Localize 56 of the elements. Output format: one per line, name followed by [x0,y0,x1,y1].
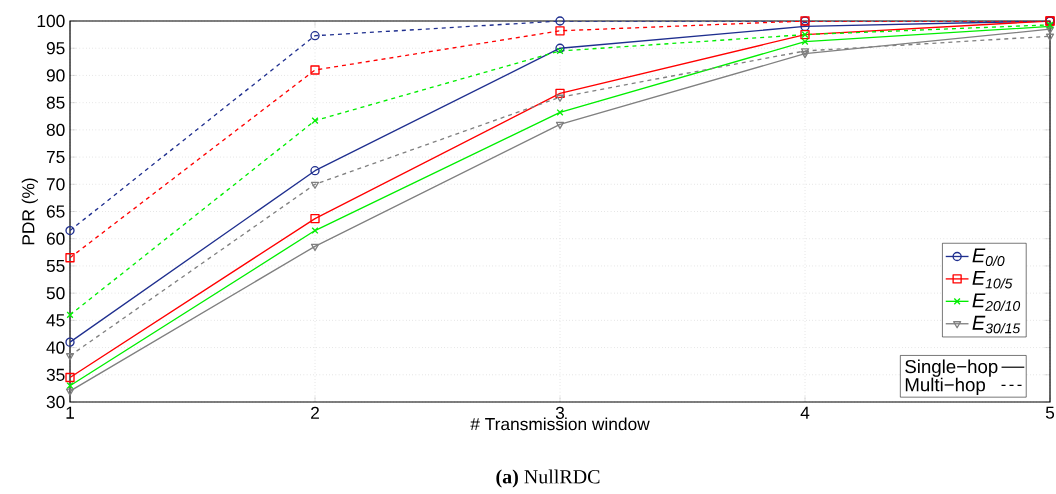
y-tick-label: 65 [46,205,65,218]
point [65,353,75,361]
y-tick-label: 55 [46,259,65,272]
annotation: Single−hop [905,359,998,377]
point [311,117,319,125]
point [1045,26,1055,34]
legend-label: E$_{20/10}$ [972,293,1021,311]
y-tick-label: 35 [46,368,65,381]
point [555,94,565,102]
x-tick-label: 1 [66,406,74,419]
annotation: Multi−hop [905,377,985,396]
point [556,108,564,116]
point [1045,33,1055,41]
point [65,388,75,396]
point [310,65,320,75]
point [311,227,319,235]
point [555,121,565,130]
x-tick-label: 3 [555,406,565,419]
y-tick-label: 75 [46,151,65,164]
x-tick-label: 2 [311,406,319,419]
point [555,43,565,53]
x-tick-label: 5 [1045,406,1055,419]
point [800,48,810,56]
y-axis-title: PDR (%) [21,178,38,245]
point [310,166,320,176]
point [555,88,565,99]
point [310,181,320,189]
y-tick-label: 40 [46,341,65,354]
point [310,31,320,41]
legend-label: E$_{0/0}$ [972,248,1005,267]
point [65,253,75,263]
x-axis-title: # Transmission window [470,417,650,431]
point [555,26,565,36]
y-tick-label: 45 [46,314,65,327]
y-tick-label: 50 [46,287,65,300]
y-tick-label: 95 [46,42,65,55]
legend-label: E$_{30/15}$ [972,315,1021,334]
y-tick-label: 30 [46,395,65,409]
point [65,225,75,236]
point [801,38,809,46]
y-tick-label: 100 [37,14,65,28]
point [555,16,565,26]
point [65,372,75,383]
point [310,243,320,252]
y-tick-label: 90 [46,69,65,82]
y-tick-label: 60 [46,232,65,245]
point [800,51,810,59]
point [66,311,74,319]
point [65,337,75,347]
x-tick-label: 4 [800,406,810,419]
y-tick-label: 80 [46,123,65,136]
y-tick-label: 85 [46,96,65,109]
y-tick-label: 70 [46,178,65,191]
legend-label: E$_{10/5}$ [972,271,1013,289]
text: (a) NullRDC [496,469,600,488]
point [310,213,320,224]
